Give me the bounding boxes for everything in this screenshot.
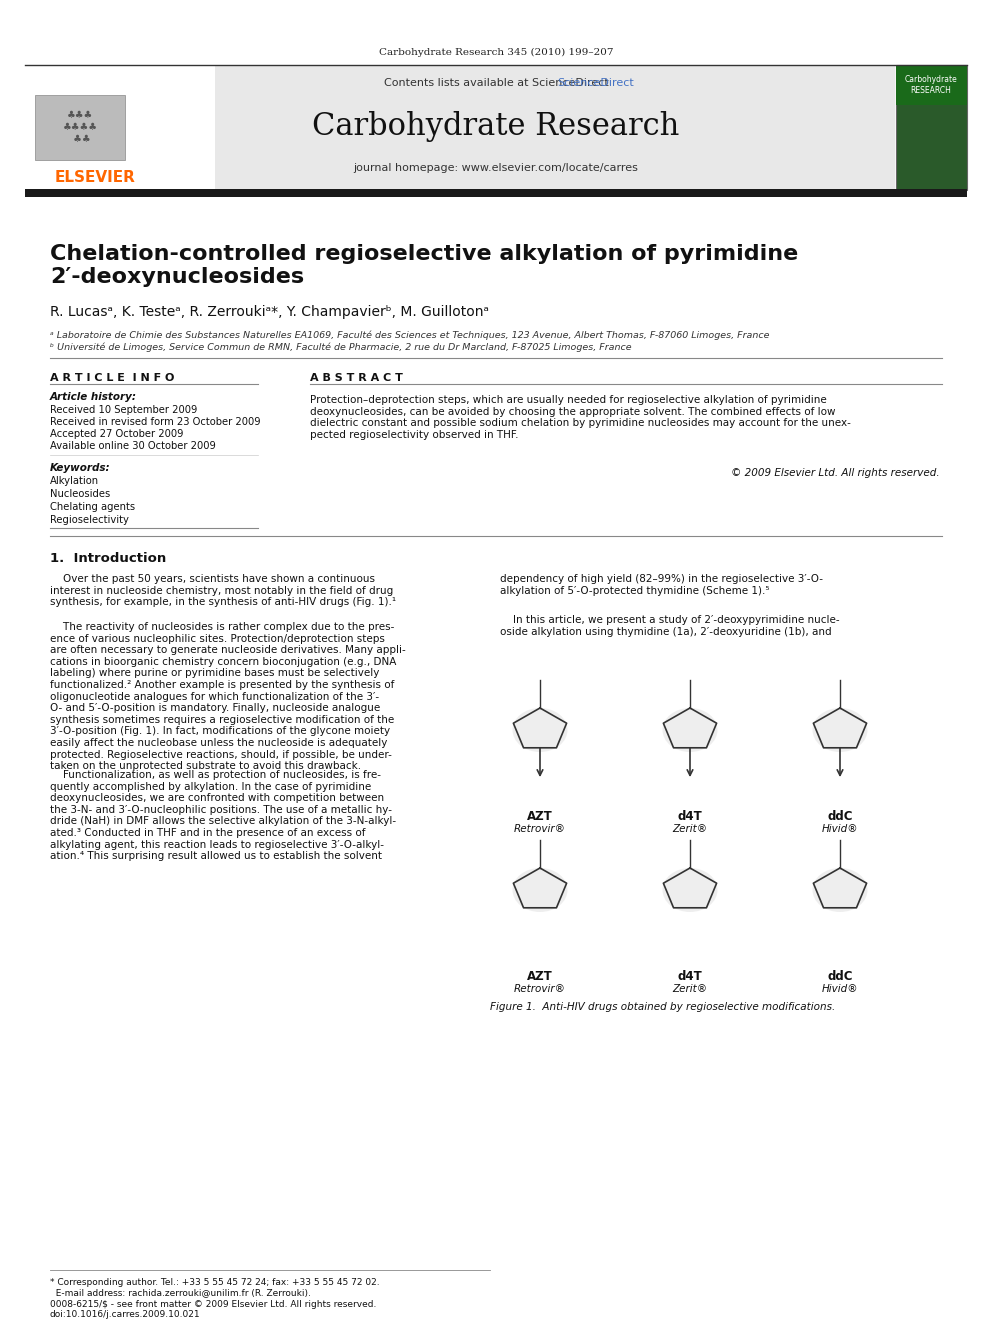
Text: d4T: d4T	[678, 810, 702, 823]
Text: ᵃ Laboratoire de Chimie des Substances Naturelles EA1069, Faculté des Sciences e: ᵃ Laboratoire de Chimie des Substances N…	[50, 329, 770, 340]
Text: Hivid®: Hivid®	[821, 824, 858, 833]
Text: Contents lists available at ScienceDirect: Contents lists available at ScienceDirec…	[384, 78, 608, 89]
Text: AZT: AZT	[527, 970, 553, 983]
Bar	[896, 65, 967, 191]
Text: R. Lucasᵃ, K. Testeᵃ, R. Zerroukiᵃ*, Y. Champavierᵇ, M. Guillotonᵃ: R. Lucasᵃ, K. Testeᵃ, R. Zerroukiᵃ*, Y. …	[50, 306, 489, 319]
Text: Regioselectivity: Regioselectivity	[50, 515, 129, 525]
Text: Retrovir®: Retrovir®	[514, 824, 566, 833]
Bar	[896, 65, 967, 105]
Text: Received 10 September 2009: Received 10 September 2009	[50, 405, 197, 415]
Text: AZT: AZT	[527, 810, 553, 823]
Ellipse shape	[812, 708, 867, 751]
Text: ♣♣♣
♣♣♣♣
 ♣♣: ♣♣♣ ♣♣♣♣ ♣♣	[62, 110, 97, 144]
Text: dependency of high yield (82–99%) in the regioselective 3′-O-
alkylation of 5′-O: dependency of high yield (82–99%) in the…	[500, 574, 823, 595]
Text: 0008-6215/$ - see front matter © 2009 Elsevier Ltd. All rights reserved.
doi:10.: 0008-6215/$ - see front matter © 2009 El…	[50, 1301, 376, 1319]
Text: 1.  Introduction: 1. Introduction	[50, 552, 167, 565]
Text: Over the past 50 years, scientists have shown a continuous
interest in nucleosid: Over the past 50 years, scientists have …	[50, 574, 396, 607]
Ellipse shape	[663, 868, 717, 912]
Text: Received in revised form 23 October 2009: Received in revised form 23 October 2009	[50, 417, 261, 427]
Bar	[25, 65, 215, 191]
Text: Available online 30 October 2009: Available online 30 October 2009	[50, 441, 216, 451]
Bar	[35, 95, 125, 160]
Ellipse shape	[663, 708, 717, 751]
Text: Keywords:: Keywords:	[50, 463, 111, 474]
Text: Hivid®: Hivid®	[821, 984, 858, 994]
Text: Alkylation: Alkylation	[50, 476, 99, 486]
Text: A R T I C L E  I N F O: A R T I C L E I N F O	[50, 373, 175, 382]
Bar	[488, 635, 942, 990]
Text: Chelating agents: Chelating agents	[50, 501, 135, 512]
Text: Nucleosides: Nucleosides	[50, 490, 110, 499]
Text: Functionalization, as well as protection of nucleosides, is fre-
quently accompl: Functionalization, as well as protection…	[50, 770, 396, 861]
Text: ddC: ddC	[827, 810, 853, 823]
Text: Figure 1.  Anti-HIV drugs obtained by regioselective modifications.: Figure 1. Anti-HIV drugs obtained by reg…	[490, 1002, 835, 1012]
Text: * Corresponding author. Tel.: +33 5 55 45 72 24; fax: +33 5 55 45 72 02.
  E-mai: * Corresponding author. Tel.: +33 5 55 4…	[50, 1278, 380, 1298]
Text: Accepted 27 October 2009: Accepted 27 October 2009	[50, 429, 184, 439]
Text: © 2009 Elsevier Ltd. All rights reserved.: © 2009 Elsevier Ltd. All rights reserved…	[731, 468, 940, 478]
Text: Protection–deprotection steps, which are usually needed for regioselective alkyl: Protection–deprotection steps, which are…	[310, 396, 851, 439]
Text: Carbohydrate Research 345 (2010) 199–207: Carbohydrate Research 345 (2010) 199–207	[379, 48, 613, 57]
Text: Zerit®: Zerit®	[673, 984, 707, 994]
Ellipse shape	[812, 868, 867, 912]
Ellipse shape	[513, 868, 567, 912]
Ellipse shape	[513, 708, 567, 751]
Text: Carbohydrate
RESEARCH: Carbohydrate RESEARCH	[905, 75, 957, 95]
Text: A B S T R A C T: A B S T R A C T	[310, 373, 403, 382]
Text: ScienceDirect: ScienceDirect	[557, 78, 634, 89]
Text: In this article, we present a study of 2′-deoxypyrimidine nucle-
oside alkylatio: In this article, we present a study of 2…	[500, 615, 839, 636]
Bar	[25, 189, 967, 197]
Text: Carbohydrate Research: Carbohydrate Research	[312, 111, 680, 143]
Text: ᵇ Université de Limoges, Service Commun de RMN, Faculté de Pharmacie, 2 rue du D: ᵇ Université de Limoges, Service Commun …	[50, 343, 632, 352]
Text: ddC: ddC	[827, 970, 853, 983]
Text: Zerit®: Zerit®	[673, 824, 707, 833]
Text: The reactivity of nucleosides is rather complex due to the pres-
ence of various: The reactivity of nucleosides is rather …	[50, 622, 406, 771]
Text: Article history:: Article history:	[50, 392, 137, 402]
Text: d4T: d4T	[678, 970, 702, 983]
Text: journal homepage: www.elsevier.com/locate/carres: journal homepage: www.elsevier.com/locat…	[353, 163, 639, 173]
Text: Retrovir®: Retrovir®	[514, 984, 566, 994]
Bar	[25, 65, 895, 191]
Text: Chelation-controlled regioselective alkylation of pyrimidine
2′-deoxynucleosides: Chelation-controlled regioselective alky…	[50, 243, 799, 287]
Text: ELSEVIER: ELSEVIER	[55, 171, 136, 185]
